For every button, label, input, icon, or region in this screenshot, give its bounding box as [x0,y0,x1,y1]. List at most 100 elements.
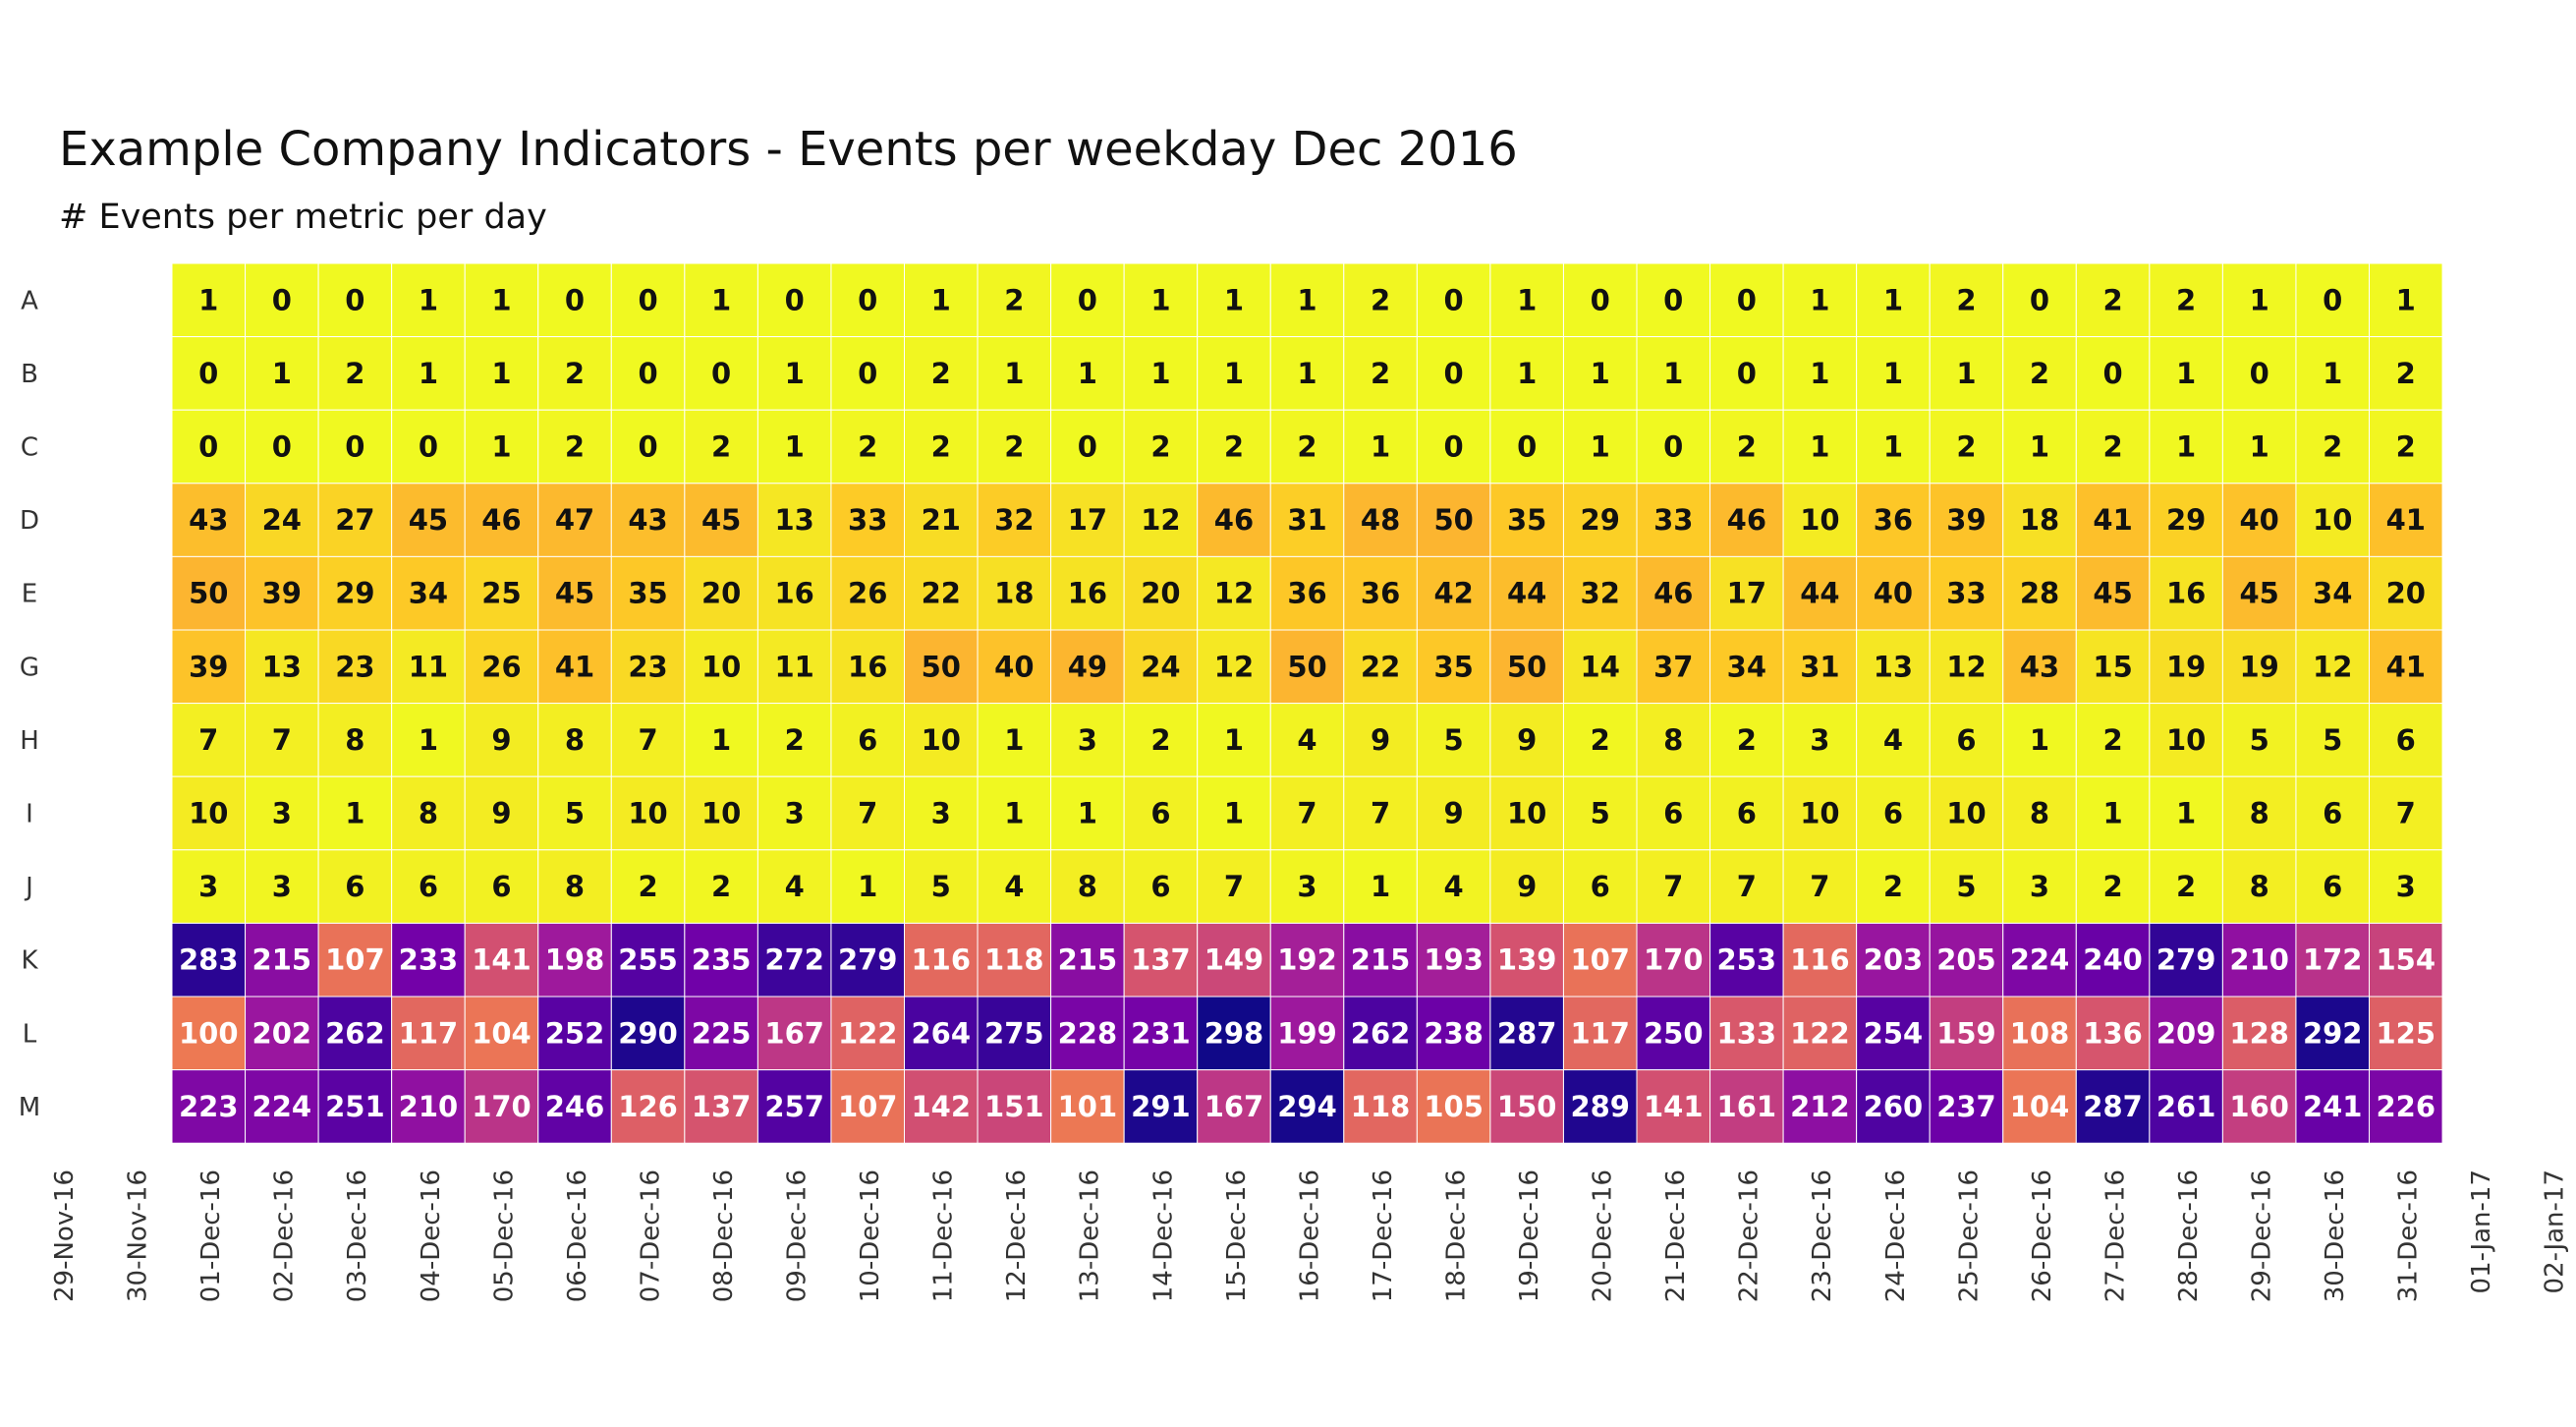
heatmap-cell [1343,262,1418,338]
cell-value-label: 0 [1737,283,1757,316]
cell-value-label: 0 [2323,283,2342,316]
cell-value-label: 137 [1131,943,1191,977]
heatmap-cell [1489,483,1564,557]
x-tick-label: 27-Dec-16 [2100,1170,2130,1302]
heatmap-cell [537,775,612,851]
cell-value-label: 9 [1444,797,1464,830]
cell-value-label: 3 [931,797,951,830]
cell-value-label: 33 [1653,503,1693,537]
heatmap-cell [2002,922,2077,998]
heatmap-cell [2149,555,2223,631]
heatmap-cell [1562,1069,1638,1144]
heatmap-cell [2369,555,2443,631]
cell-value-label: 48 [1361,503,1400,537]
cell-value-label: 228 [1058,1016,1118,1050]
heatmap-cell [610,629,686,705]
cell-value-label: 17 [1727,577,1766,610]
heatmap-cell [1782,483,1858,557]
heatmap-cell [1050,849,1125,924]
cell-value-label: 116 [1790,943,1850,977]
cell-value-label: 2 [1150,723,1170,757]
cell-value-label: 7 [2396,797,2416,830]
cell-value-label: 104 [472,1016,532,1050]
heatmap-cell [391,409,466,485]
heatmap-cell [1636,1069,1711,1144]
cell-value-label: 1 [2176,357,2196,390]
heatmap-cell [610,555,686,631]
heatmap-cell [904,996,979,1071]
heatmap-cell [756,483,832,557]
cell-value-label: 126 [618,1090,678,1123]
heatmap-cell [756,775,832,851]
heatmap-cell [1197,775,1271,851]
cell-value-label: 246 [545,1090,605,1123]
heatmap-cell [2295,775,2370,851]
cell-value-label: 5 [2323,723,2342,757]
cell-value-label: 43 [189,503,228,537]
cell-value-label: 40 [1874,577,1913,610]
x-tick-label: 15-Dec-16 [1222,1170,1252,1302]
cell-value-label: 0 [1078,430,1097,464]
cell-value-label: 235 [692,943,752,977]
cell-value-label: 101 [1058,1090,1118,1123]
cell-value-label: 0 [1444,430,1464,464]
heatmap-cell [1929,336,2004,411]
heatmap-cell [2295,483,2370,557]
cell-value-label: 37 [1653,650,1693,683]
heatmap-cell [610,849,686,924]
heatmap-cell [171,922,247,998]
cell-value-label: 116 [911,943,971,977]
cell-value-label: 7 [1663,870,1683,903]
heatmap-cell [1856,996,1931,1071]
cell-value-label: 35 [628,577,667,610]
x-tick-label: 17-Dec-16 [1369,1170,1398,1302]
cell-value-label: 241 [2303,1090,2363,1123]
cell-value-label: 25 [481,577,521,610]
cell-value-label: 1 [419,283,438,316]
cell-value-label: 3 [272,870,292,903]
cell-value-label: 1 [858,870,877,903]
cell-value-label: 2 [931,430,951,464]
y-tick-label: B [21,360,38,389]
cell-value-label: 41 [2386,650,2426,683]
cell-value-label: 19 [2166,650,2206,683]
heatmap-cell [1562,849,1638,924]
x-tick-label: 06-Dec-16 [563,1170,592,1302]
heatmap-cell [1782,555,1858,631]
cell-value-label: 7 [1810,870,1829,903]
cell-value-label: 1 [2396,283,2416,316]
cell-value-label: 2 [565,357,585,390]
heatmap-cell [1489,262,1564,338]
cell-value-label: 0 [858,357,877,390]
cell-value-label: 1 [1150,283,1170,316]
cell-value-label: 0 [1663,283,1683,316]
heatmap-cell [684,262,758,338]
heatmap-cell [391,1069,466,1144]
cell-value-label: 1 [1517,283,1537,316]
heatmap-cell [1123,555,1199,631]
heatmap-cell [1709,775,1784,851]
cell-value-label: 2 [1591,723,1610,757]
cell-value-label: 45 [701,503,741,537]
heatmap-cell [464,483,539,557]
cell-value-label: 34 [1727,650,1766,683]
cell-value-label: 253 [1717,943,1777,977]
heatmap-cell [2149,703,2223,777]
x-tick-label: 02-Dec-16 [270,1170,300,1302]
heatmap-cell [2149,1069,2223,1144]
cell-value-label: 1 [711,723,731,757]
cell-value-label: 1 [1810,430,1829,464]
heatmap-cell [245,555,319,631]
cell-value-label: 32 [1581,577,1620,610]
heatmap-cell [1929,996,2004,1071]
heatmap-cell [1709,1069,1784,1144]
heatmap-cell [1123,1069,1199,1144]
x-tick-label: 29-Dec-16 [2248,1170,2277,1302]
cell-value-label: 10 [2313,503,2352,537]
cell-value-label: 34 [409,577,448,610]
x-tick-label: 09-Dec-16 [783,1170,812,1302]
cell-value-label: 0 [1078,283,1097,316]
cell-value-label: 19 [2240,650,2279,683]
cell-value-label: 1 [2030,430,2049,464]
cell-value-label: 1 [2030,723,2049,757]
